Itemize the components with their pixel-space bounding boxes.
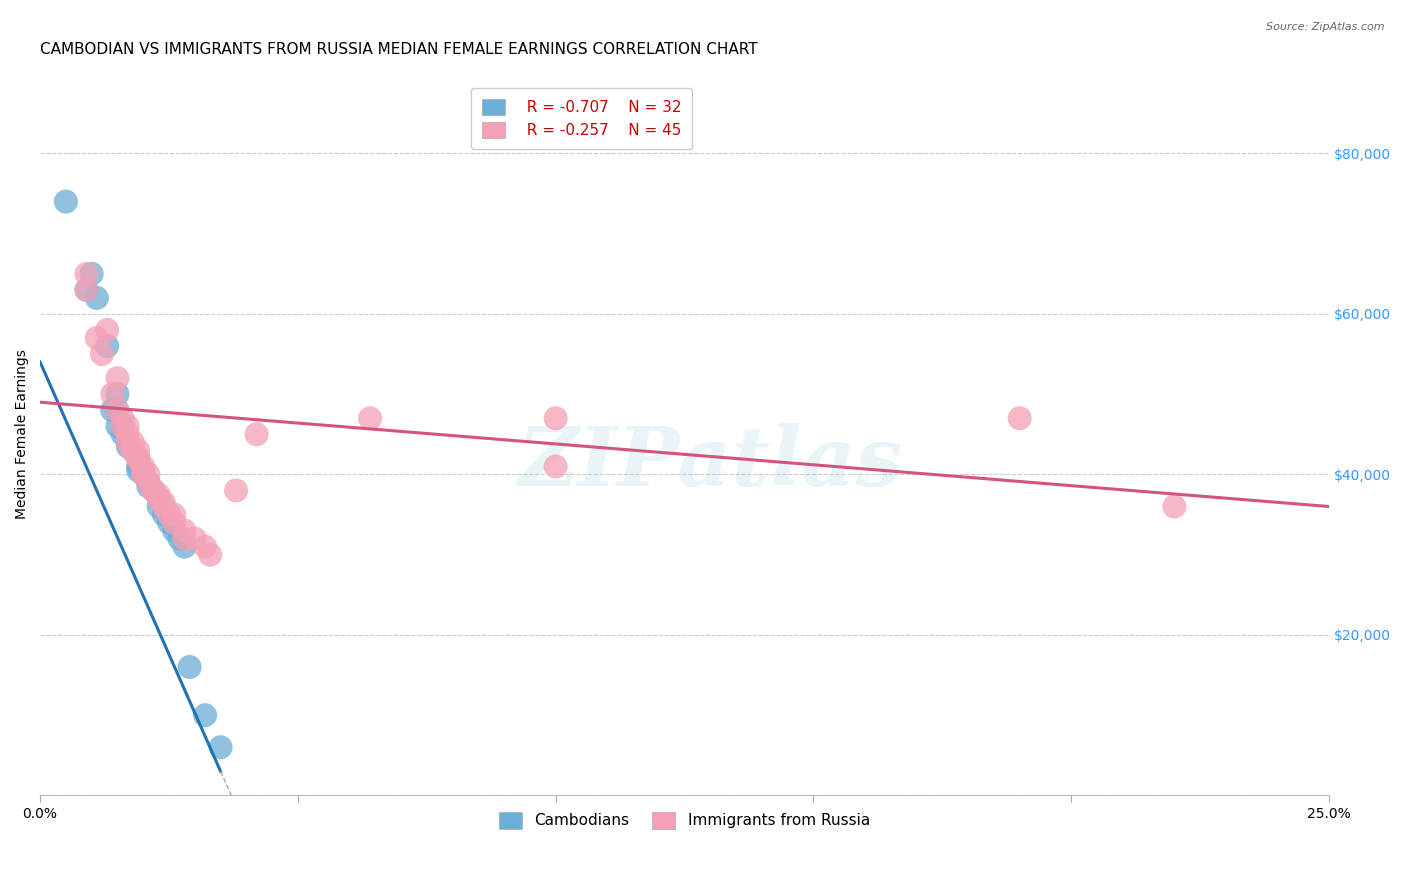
Point	[111, 411, 134, 425]
Point	[142, 483, 165, 498]
Point	[127, 451, 149, 466]
Point	[173, 532, 195, 546]
Point	[138, 467, 160, 482]
Point	[163, 508, 186, 522]
Point	[138, 479, 160, 493]
Point	[132, 463, 155, 477]
Point	[157, 516, 180, 530]
Point	[117, 427, 139, 442]
Point	[153, 508, 176, 522]
Point	[163, 524, 186, 538]
Point	[179, 660, 201, 674]
Point	[142, 483, 165, 498]
Point	[107, 403, 129, 417]
Point	[544, 459, 567, 474]
Point	[132, 467, 155, 482]
Point	[86, 291, 108, 305]
Point	[117, 435, 139, 450]
Point	[111, 419, 134, 434]
Point	[138, 475, 160, 490]
Point	[111, 427, 134, 442]
Point	[132, 459, 155, 474]
Point	[111, 419, 134, 434]
Point	[76, 283, 98, 297]
Legend: Cambodians, Immigrants from Russia: Cambodians, Immigrants from Russia	[494, 805, 876, 835]
Point	[127, 463, 149, 477]
Point	[1163, 500, 1185, 514]
Point	[127, 459, 149, 474]
Point	[184, 532, 207, 546]
Point	[101, 387, 124, 401]
Text: Source: ZipAtlas.com: Source: ZipAtlas.com	[1267, 22, 1385, 32]
Point	[80, 267, 103, 281]
Point	[169, 532, 191, 546]
Point	[148, 500, 170, 514]
Y-axis label: Median Female Earnings: Median Female Earnings	[15, 350, 30, 519]
Text: CAMBODIAN VS IMMIGRANTS FROM RUSSIA MEDIAN FEMALE EARNINGS CORRELATION CHART: CAMBODIAN VS IMMIGRANTS FROM RUSSIA MEDI…	[41, 42, 758, 57]
Point	[246, 427, 269, 442]
Point	[194, 708, 217, 723]
Point	[163, 516, 186, 530]
Point	[107, 387, 129, 401]
Point	[359, 411, 381, 425]
Point	[76, 267, 98, 281]
Point	[76, 283, 98, 297]
Point	[138, 475, 160, 490]
Point	[107, 371, 129, 385]
Point	[96, 339, 118, 353]
Point	[157, 508, 180, 522]
Point	[117, 439, 139, 453]
Point	[200, 548, 222, 562]
Point	[225, 483, 247, 498]
Point	[127, 443, 149, 458]
Point	[544, 411, 567, 425]
Point	[153, 500, 176, 514]
Point	[142, 483, 165, 498]
Point	[127, 451, 149, 466]
Point	[1008, 411, 1031, 425]
Point	[122, 443, 145, 458]
Point	[117, 435, 139, 450]
Point	[173, 524, 195, 538]
Point	[107, 419, 129, 434]
Point	[107, 403, 129, 417]
Point	[91, 347, 114, 361]
Point	[209, 740, 232, 755]
Point	[148, 491, 170, 506]
Point	[117, 419, 139, 434]
Text: ZIPatlas: ZIPatlas	[517, 423, 903, 503]
Point	[148, 487, 170, 501]
Point	[153, 495, 176, 509]
Point	[132, 467, 155, 482]
Point	[173, 540, 195, 554]
Point	[101, 403, 124, 417]
Point	[122, 443, 145, 458]
Point	[55, 194, 77, 209]
Point	[148, 491, 170, 506]
Point	[122, 435, 145, 450]
Point	[127, 451, 149, 466]
Point	[86, 331, 108, 345]
Point	[122, 443, 145, 458]
Point	[96, 323, 118, 337]
Point	[122, 443, 145, 458]
Point	[194, 540, 217, 554]
